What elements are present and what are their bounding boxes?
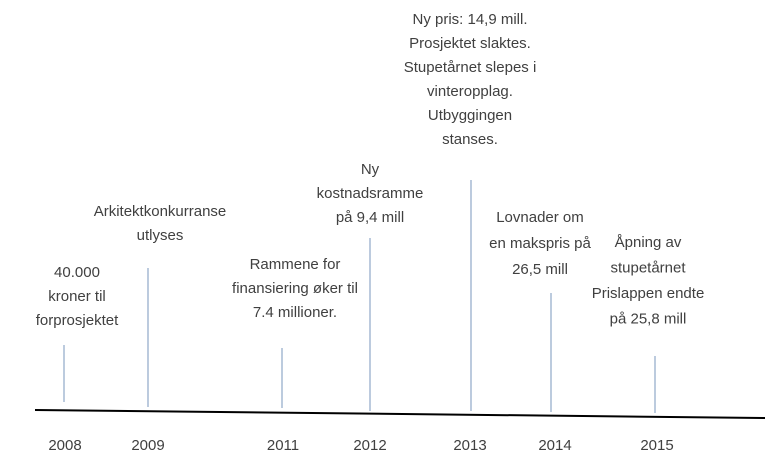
event-text: Utbyggingen (428, 107, 512, 124)
event-text: på 25,8 mill (610, 310, 687, 327)
timeline-axis (34, 409, 765, 419)
event-text: Prosjektet slaktes. (409, 35, 531, 52)
event-text: stupetårnet (610, 259, 686, 276)
event-year: 2011 (267, 437, 299, 454)
event-text: stanses. (442, 131, 498, 148)
event-text: på 9,4 mill (336, 209, 404, 226)
event-text: Åpning av (615, 234, 682, 251)
event-year: 2014 (538, 437, 571, 454)
event-text: 40.000 (54, 264, 100, 281)
event-text: 26,5 mill (512, 261, 568, 278)
event-text: finansiering øker til (232, 280, 358, 297)
event-year: 2009 (131, 437, 164, 454)
event-text: Arkitektkonkurranse (94, 203, 227, 220)
event-text: Prislappen endte (592, 285, 705, 302)
event-text: 7.4 millioner. (253, 304, 337, 321)
event-text: en makspris på (489, 235, 591, 252)
event-text: Ny (361, 161, 380, 178)
event-text: forprosjektet (36, 312, 119, 329)
event-year: 2013 (453, 437, 486, 454)
event-text: kroner til (48, 288, 106, 305)
event-text: vinteropplag. (427, 83, 513, 100)
event-text: Rammene for (250, 256, 341, 273)
event-text: kostnadsramme (317, 185, 424, 202)
event-text: Stupetårnet slepes i (404, 59, 537, 76)
event-year: 2008 (48, 437, 81, 454)
event-text: Ny pris: 14,9 mill. (412, 11, 527, 28)
event-year: 2015 (640, 437, 673, 454)
event-text: Lovnader om (496, 209, 584, 226)
event-text: utlyses (137, 227, 184, 244)
event-year: 2012 (353, 437, 386, 454)
